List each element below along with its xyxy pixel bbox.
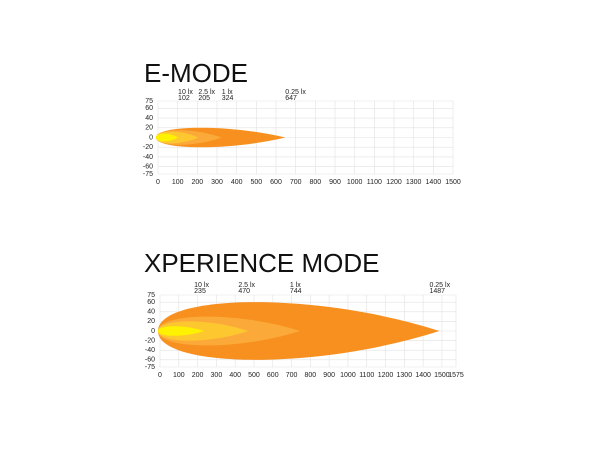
y-tick-label: -20 [143,144,153,151]
y-tick-label: -40 [143,154,153,161]
x-tick-label: 500 [248,372,260,379]
x-tick-label: 1500 [434,372,450,379]
x-tick-label: 1000 [347,179,363,186]
y-tick-label: -60 [143,164,153,171]
x-tick-label: 100 [173,372,185,379]
x-tick-label: 400 [229,372,241,379]
isolux-label: 10 lx [178,89,193,96]
x-tick-label: 0 [156,179,160,186]
y-tick-label: -75 [143,171,153,178]
x-tick-label: 1100 [359,372,374,379]
isolux-distance: 205 [198,95,210,102]
x-tick-label: 1500 [445,179,461,186]
isolux-distance: 744 [290,288,302,295]
y-tick-label: 0 [149,134,153,141]
isolux-distance: 235 [194,288,206,295]
isolux-distance: 647 [285,95,297,102]
isolux-label: 0.25 lx [429,282,450,289]
y-tick-label: 20 [147,318,155,325]
y-tick-label: 60 [147,299,155,306]
y-tick-label: 60 [145,105,153,112]
x-tick-label: 1400 [415,372,431,379]
x-tick-label: 100 [172,179,184,186]
y-tick-label: -75 [145,364,155,371]
y-tick-label: 75 [145,98,153,105]
isolux-distance: 324 [222,95,234,102]
y-tick-label: 40 [145,115,153,122]
x-tick-label: 800 [305,372,317,379]
x-tick-label: 200 [192,372,204,379]
isolux-label: 1 lx [222,89,233,96]
x-tick-label: 600 [270,179,282,186]
x-tick-label: 1200 [386,179,402,186]
x-tick-label: 200 [191,179,203,186]
chart-title: XPERIENCE MODE [144,248,380,278]
isolux-label: 2.5 lx [198,89,215,96]
x-tick-label: 400 [231,179,243,186]
x-tick-label: 1300 [406,179,422,186]
y-tick-label: 40 [147,309,155,316]
x-tick-label: 900 [323,372,335,379]
y-tick-label: -40 [145,347,155,354]
isolux-distance: 102 [178,95,190,102]
y-tick-label: 0 [151,328,155,335]
x-tick-label: 0 [158,372,162,379]
isolux-label: 10 lx [194,282,209,289]
x-tick-label: 900 [329,179,341,186]
chart-title: E-MODE [144,58,248,88]
x-tick-label: 1300 [397,372,413,379]
y-tick-label: -20 [145,337,155,344]
isolux-distance: 1487 [429,288,445,295]
isolux-label: 2.5 lx [238,282,255,289]
x-tick-label: 800 [309,179,321,186]
x-tick-label: 1400 [426,179,442,186]
x-tick-label: 300 [211,179,223,186]
x-tick-label: 1000 [340,372,356,379]
isolux-label: 0.25 lx [285,89,306,96]
x-tick-label: 500 [250,179,262,186]
x-tick-label: 1100 [367,179,382,186]
y-tick-label: 75 [147,292,155,299]
x-tick-label: 700 [290,179,302,186]
x-tick-label: 1200 [378,372,394,379]
x-tick-label: 300 [211,372,223,379]
x-tick-label: 700 [286,372,298,379]
isolux-contour [156,133,179,142]
x-tick-label: 600 [267,372,279,379]
y-tick-label: -60 [145,357,155,364]
y-tick-label: 20 [145,125,153,132]
isolux-label: 1 lx [290,282,301,289]
isolux-distance: 470 [238,288,250,295]
x-tick-label: 1575 [448,372,464,379]
isolux-contour [158,326,205,336]
